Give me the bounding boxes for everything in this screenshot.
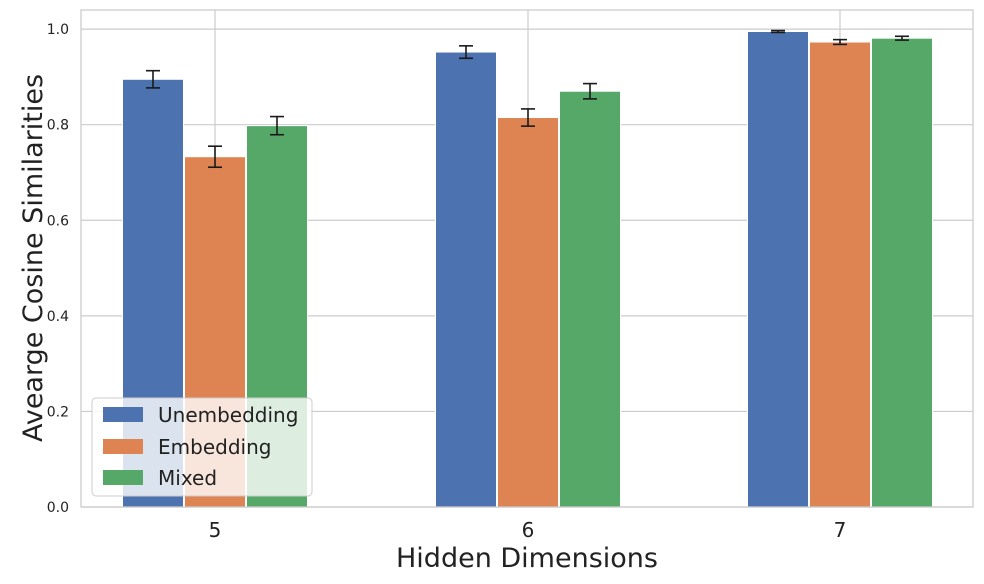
bar-mixed-6 (559, 90, 621, 508)
error-bar-embedding-5 (208, 145, 222, 169)
error-bar-mixed-6 (583, 82, 597, 100)
legend-label-unembedding: Unembedding (158, 403, 298, 427)
x-tick-label: 7 (834, 518, 847, 542)
legend-swatch-mixed (103, 470, 143, 485)
error-bar-unembedding-7 (771, 29, 785, 34)
plot-frame (80, 9, 974, 508)
y-tick-label: 0.2 (47, 404, 69, 420)
error-bar-unembedding-6 (459, 45, 473, 60)
bar-embedding-6 (497, 117, 559, 508)
error-bar-mixed-7 (895, 35, 909, 41)
y-tick-label: 0.0 (47, 500, 69, 516)
error-bar-unembedding-5 (146, 69, 160, 89)
error-bar-embedding-6 (521, 108, 535, 127)
x-tick-label: 5 (209, 518, 222, 542)
bar-unembedding-7 (747, 31, 809, 508)
y-tick-label: 0.6 (47, 213, 69, 229)
y-axis-label: Avearge Cosine Similarities (18, 74, 49, 442)
x-tick-label: 6 (522, 518, 535, 542)
legend-box (91, 397, 313, 497)
error-bar-mixed-5 (270, 115, 284, 136)
error-bar-embedding-7 (833, 38, 847, 46)
y-tick-label: 0.4 (47, 309, 69, 325)
y-tick-label: 1.0 (47, 22, 69, 38)
bar-mixed-7 (871, 37, 933, 508)
legend-label-mixed: Mixed (158, 466, 217, 490)
bar-unembedding-6 (435, 51, 497, 508)
error-bars (146, 29, 909, 169)
y-tick-label: 0.8 (47, 118, 69, 134)
bar-embedding-7 (809, 41, 871, 508)
x-axis-ticks: 5 6 7 (209, 518, 847, 542)
x-axis-label: Hidden Dimensions (396, 543, 658, 574)
legend: Unembedding Embedding Mixed (91, 397, 313, 497)
legend-label-embedding: Embedding (158, 435, 271, 459)
legend-swatch-embedding (103, 439, 143, 454)
legend-swatch-unembedding (103, 407, 143, 422)
y-axis-ticks: 0.0 0.2 0.4 0.6 0.8 1.0 (47, 22, 69, 516)
